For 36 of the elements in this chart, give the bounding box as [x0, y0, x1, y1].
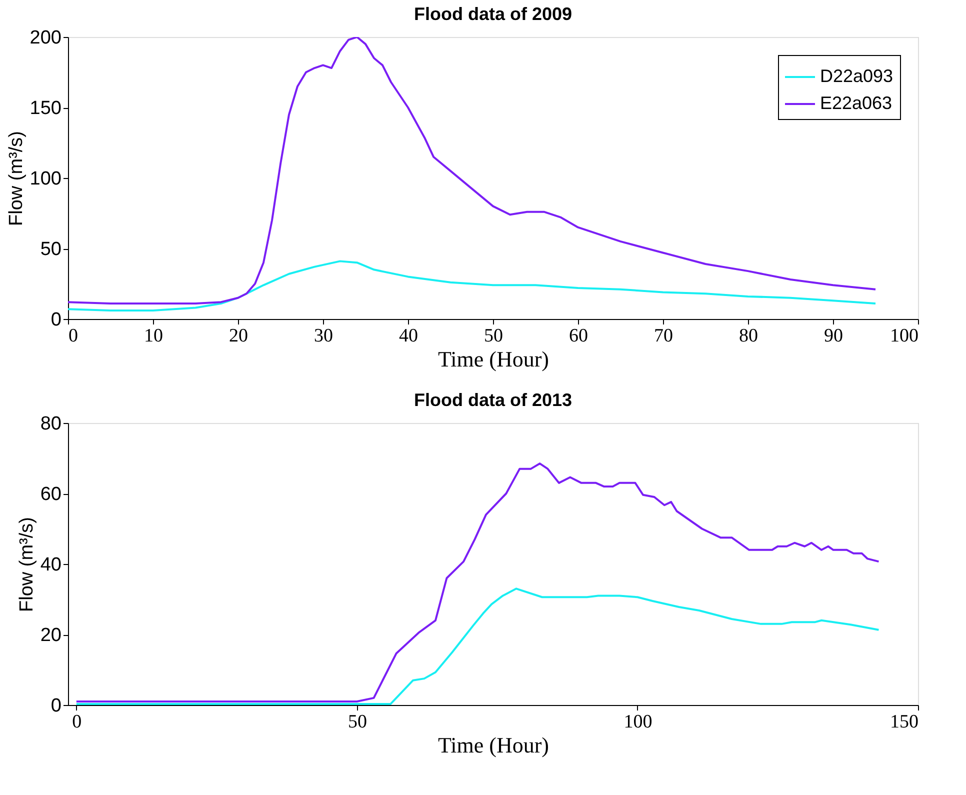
x-tick-label: 90	[824, 326, 843, 346]
x-tick-label: 40	[399, 326, 418, 346]
y-tick-label: 200	[30, 28, 62, 48]
x-tick-label: 100	[890, 326, 918, 346]
x-tick-label: 20	[229, 326, 248, 346]
y-tick-label: 40	[40, 554, 62, 576]
y-tick-label: 150	[30, 98, 62, 119]
chart-title: Flood data of 2009	[414, 4, 572, 24]
y-tick-label: 0	[50, 696, 62, 716]
chart-title: Flood data of 2013	[414, 390, 572, 410]
line-series	[75, 462, 880, 702]
x-tick-label: 60	[569, 326, 588, 346]
y-tick-label: 60	[40, 484, 62, 505]
x-tick-label: 50	[348, 712, 367, 732]
x-tick-label: 30	[314, 326, 333, 346]
y-tick-label: 0	[50, 310, 62, 330]
y-tick-label: 50	[40, 239, 62, 260]
legend-label: D22a093	[820, 66, 894, 86]
x-tick-label: 0	[72, 712, 82, 732]
line-series	[68, 260, 876, 312]
line-series	[75, 588, 880, 705]
x-axis-title: Time (Hour)	[438, 346, 550, 372]
y-axis-title: Flow (m³/s)	[16, 517, 38, 612]
y-axis-title: Flow (m³/s)	[6, 131, 27, 226]
x-tick-label: 150	[890, 712, 918, 732]
y-tick-label: 20	[40, 625, 62, 646]
x-tick-label: 10	[144, 326, 163, 346]
x-tick-label: 70	[654, 326, 673, 346]
y-tick-label: 100	[30, 168, 62, 190]
x-tick-label: 0	[68, 326, 78, 346]
x-axis-title: Time (Hour)	[438, 732, 550, 758]
x-tick-label: 100	[624, 712, 652, 732]
x-tick-label: 50	[484, 326, 503, 346]
legend-label: E22a063	[820, 93, 892, 113]
y-tick-label: 80	[40, 414, 62, 434]
x-tick-label: 80	[739, 326, 758, 346]
